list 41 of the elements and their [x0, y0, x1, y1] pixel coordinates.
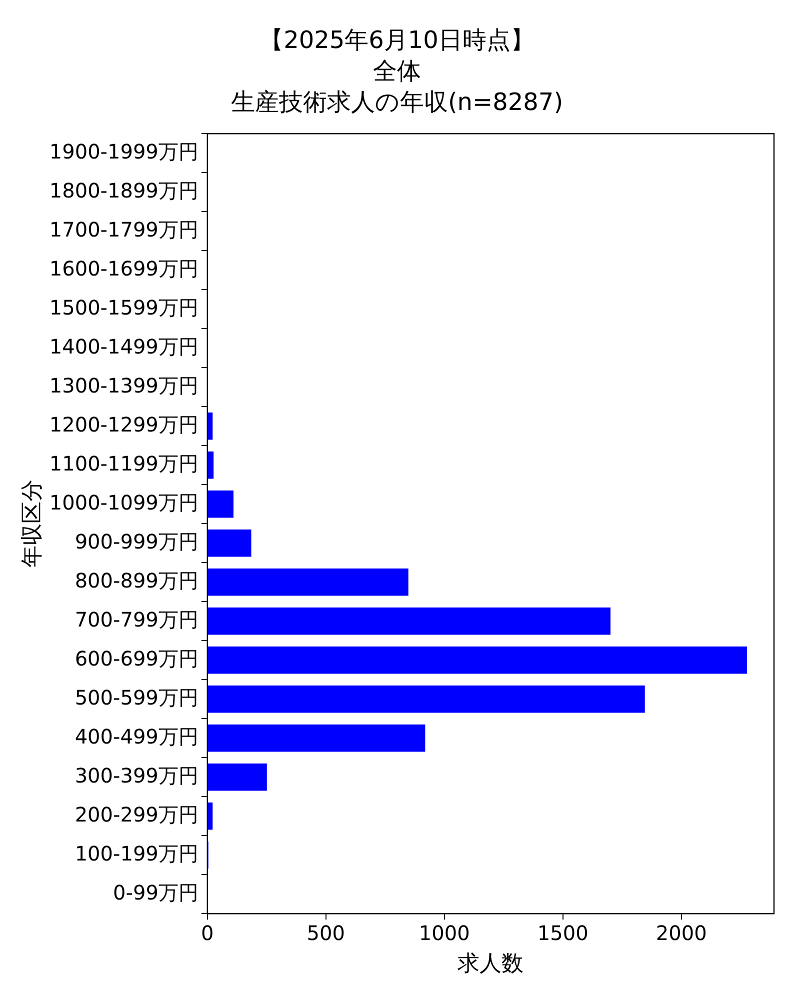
- y-tick-label: 500-599万円: [74, 685, 198, 710]
- bar: [208, 802, 213, 830]
- x-tick-label: 2000: [656, 920, 707, 945]
- bar: [208, 412, 213, 440]
- y-tick-label: 1900-1999万円: [49, 139, 198, 164]
- bar: [208, 607, 610, 635]
- bar: [208, 451, 214, 479]
- y-tick-label: 1100-1199万円: [49, 451, 198, 476]
- bar: [208, 685, 645, 713]
- y-tick-label: 800-899万円: [74, 568, 198, 592]
- y-tick-label: 1200-1299万円: [49, 412, 198, 436]
- x-tick-label: 500: [306, 920, 345, 945]
- bar: [208, 724, 426, 752]
- bar: [208, 568, 408, 596]
- y-tick-label: 1800-1899万円: [49, 178, 198, 202]
- x-axis-title: 求人数: [458, 952, 524, 977]
- y-tick-label: 700-799万円: [74, 607, 198, 632]
- chart-subtitle: 全体: [373, 57, 421, 86]
- x-tick-label: 1000: [418, 920, 470, 945]
- y-tick-label: 1000-1099万円: [49, 490, 198, 514]
- bar: [208, 529, 252, 557]
- text: 生産技術求人の年収(n=8287): [230, 88, 564, 116]
- chart-title: 【2025年6月10日時点】: [260, 26, 534, 54]
- y-tick-label: 1600-1699万円: [49, 256, 198, 280]
- x-tick-label: 1500: [537, 920, 588, 945]
- y-tick-label: 900-999万円: [74, 529, 198, 554]
- y-tick-label: 1700-1799万円: [49, 217, 198, 242]
- y-tick-label: 100-199万円: [74, 841, 198, 866]
- y-tick-label: 600-699万円: [74, 646, 198, 670]
- y-tick-label: 300-399万円: [74, 763, 198, 788]
- y-tick-label: 1400-1499万円: [49, 334, 198, 358]
- y-tick-label: 1300-1399万円: [49, 373, 198, 398]
- y-tick-label: 400-499万円: [74, 724, 198, 748]
- y-tick-label: 200-299万円: [74, 802, 198, 826]
- bar: [208, 763, 267, 791]
- y-axis-title: 年収区分: [20, 480, 45, 568]
- bar: [208, 490, 234, 518]
- x-tick-label: 0: [201, 920, 214, 945]
- y-tick-label: 0-99万円: [113, 880, 198, 904]
- bar: [208, 646, 747, 674]
- y-tick-label: 1500-1599万円: [49, 295, 198, 320]
